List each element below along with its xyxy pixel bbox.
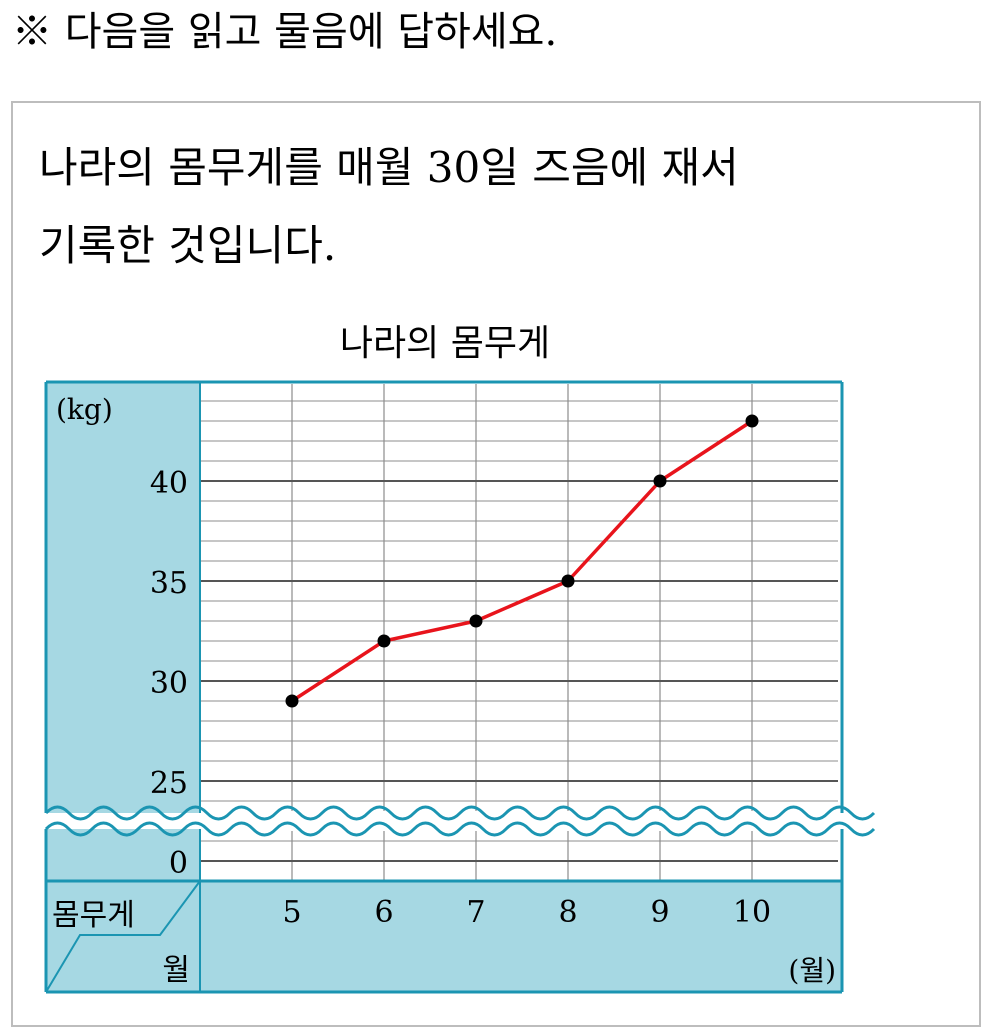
problem-card: 나라의 몸무게를 매월 30일 즈음에 재서 기록한 것입니다. [11,101,981,1027]
x-tick-label: 5 [282,895,301,930]
y-axis-panel [46,382,200,881]
x-unit-label: (월) [788,954,836,987]
axis-break-wave-top [44,805,876,821]
x-tick-label: 9 [650,895,669,930]
data-point [469,614,483,628]
y-tick-label: 35 [150,566,188,601]
corner-diagonal [45,880,201,993]
y-tick-label: 30 [150,666,188,701]
chart-title: 나라의 몸무게 [340,323,550,364]
x-tick-label: 8 [558,895,577,930]
data-point [377,634,391,648]
problem-description: 나라의 몸무게를 매월 30일 즈음에 재서 기록한 것입니다. [39,129,739,285]
x-tick-label: 7 [466,895,485,930]
data-point [653,474,667,488]
axis-break-wave-bottom [44,821,876,837]
series-line [291,419,753,703]
data-point [285,694,299,708]
description-line-2: 기록한 것입니다. [39,221,337,270]
description-line-1: 나라의 몸무게를 매월 30일 즈음에 재서 [39,143,739,192]
y-unit-label: (kg) [56,393,113,426]
instruction-text: ※ 다음을 읽고 물음에 답하세요. [12,9,558,55]
corner-header-month: 월 [162,953,190,988]
x-axis-header-panel [46,881,842,992]
x-tick-label: 10 [733,895,771,930]
data-point [745,414,759,428]
y-tick-label-zero: 0 [169,846,188,881]
y-tick-label: 25 [150,766,188,801]
data-point [561,574,575,588]
x-tick-label: 6 [374,895,393,930]
y-tick-label: 40 [150,466,188,501]
corner-header-weight: 몸무게 [52,898,135,933]
